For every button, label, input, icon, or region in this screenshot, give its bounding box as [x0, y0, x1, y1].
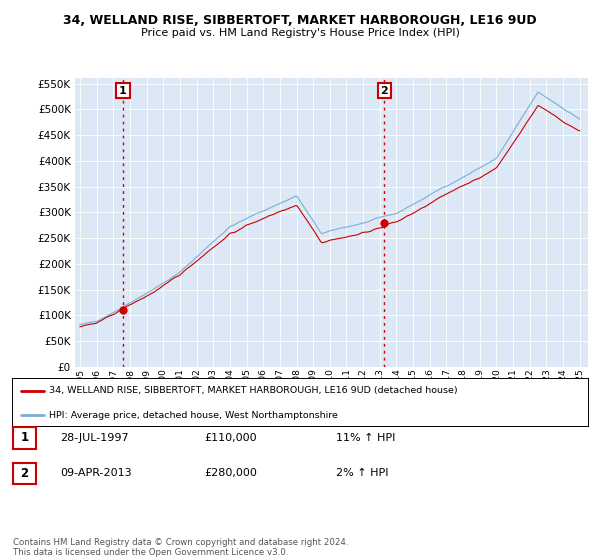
- Text: Contains HM Land Registry data © Crown copyright and database right 2024.
This d: Contains HM Land Registry data © Crown c…: [13, 538, 349, 557]
- Text: 09-APR-2013: 09-APR-2013: [60, 468, 131, 478]
- Text: 28-JUL-1997: 28-JUL-1997: [60, 433, 128, 443]
- Text: £280,000: £280,000: [204, 468, 257, 478]
- Text: 1: 1: [20, 431, 29, 445]
- Text: 2% ↑ HPI: 2% ↑ HPI: [336, 468, 389, 478]
- Text: 34, WELLAND RISE, SIBBERTOFT, MARKET HARBOROUGH, LE16 9UD: 34, WELLAND RISE, SIBBERTOFT, MARKET HAR…: [63, 14, 537, 27]
- Text: Price paid vs. HM Land Registry's House Price Index (HPI): Price paid vs. HM Land Registry's House …: [140, 28, 460, 38]
- Text: 1: 1: [119, 86, 127, 96]
- Text: 2: 2: [380, 86, 388, 96]
- Text: 11% ↑ HPI: 11% ↑ HPI: [336, 433, 395, 443]
- Text: 2: 2: [20, 466, 29, 480]
- Text: 34, WELLAND RISE, SIBBERTOFT, MARKET HARBOROUGH, LE16 9UD (detached house): 34, WELLAND RISE, SIBBERTOFT, MARKET HAR…: [49, 386, 458, 395]
- Text: £110,000: £110,000: [204, 433, 257, 443]
- Text: HPI: Average price, detached house, West Northamptonshire: HPI: Average price, detached house, West…: [49, 410, 338, 419]
